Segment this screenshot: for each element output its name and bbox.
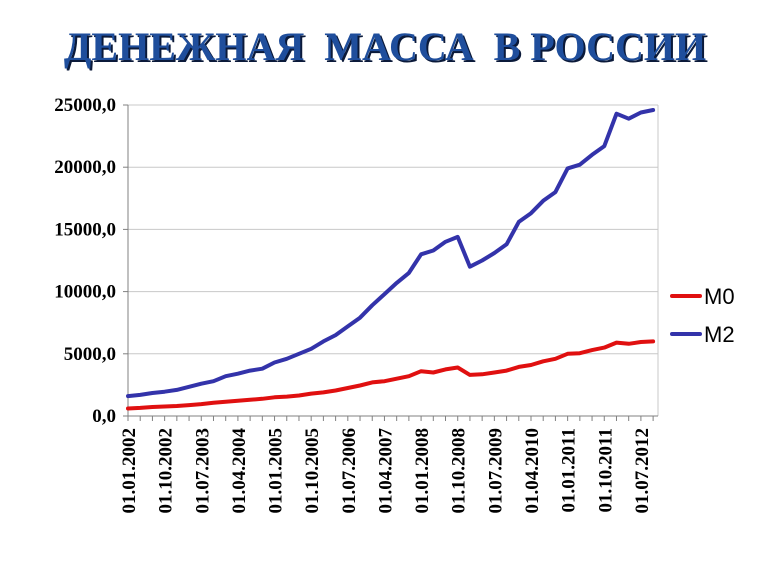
y-tick-labels: 0,0 5000,0 10000,0 15000,0 20000,0 25000,0 (54, 95, 116, 427)
x-tick-label: 01.04.2007 (375, 428, 396, 514)
x-tick-label: 01.01.2011 (559, 428, 580, 512)
x-tick-label: 01.01.2005 (266, 428, 287, 514)
chart-title-shadow: ДЕНЕЖНАЯ МАССА В РОССИИ (66, 26, 708, 71)
y-tick-label: 0,0 (92, 406, 116, 427)
y-tick-label: 10000,0 (54, 282, 116, 303)
x-tick-label: 01.07.2012 (632, 428, 653, 514)
series-line-m2 (126, 108, 656, 399)
x-tick-label: 01.04.2010 (522, 428, 543, 514)
series-lines (126, 108, 656, 411)
x-tick-label: 01.01.2002 (119, 428, 140, 514)
x-tick-label: 01.07.2009 (485, 428, 506, 514)
chart-title-group: ДЕНЕЖНАЯ МАССА В РОССИИ ДЕНЕЖНАЯ МАССА В… (64, 24, 708, 71)
chart-title: ДЕНЕЖНАЯ МАССА В РОССИИ (64, 24, 706, 69)
x-tick-label: 01.01.2008 (412, 428, 433, 514)
x-tick-label: 01.10.2008 (449, 428, 470, 514)
x-tick-label: 01.04.2004 (229, 428, 250, 514)
axes (123, 104, 658, 421)
y-tick-label: 5000,0 (64, 344, 116, 365)
y-tick-label: 25000,0 (54, 95, 116, 116)
x-tick-label: 01.10.2011 (595, 428, 616, 512)
legend-label-m0: M0 (704, 284, 735, 309)
x-tick-labels: 01.01.2002 01.10.2002 01.07.2003 01.04.2004… (119, 428, 653, 514)
legend-label-m2: M2 (704, 322, 735, 347)
legend: M0 M2 (670, 284, 735, 347)
y-tick-label: 15000,0 (54, 219, 116, 240)
x-tick-label: 01.10.2002 (156, 428, 177, 514)
x-tick-label: 01.07.2003 (192, 428, 213, 514)
series-line-m0 (126, 339, 656, 411)
x-tick-label: 01.07.2006 (339, 428, 360, 514)
y-tick-label: 20000,0 (54, 157, 116, 178)
gridlines (128, 104, 659, 416)
x-tick-label: 01.10.2005 (302, 428, 323, 514)
